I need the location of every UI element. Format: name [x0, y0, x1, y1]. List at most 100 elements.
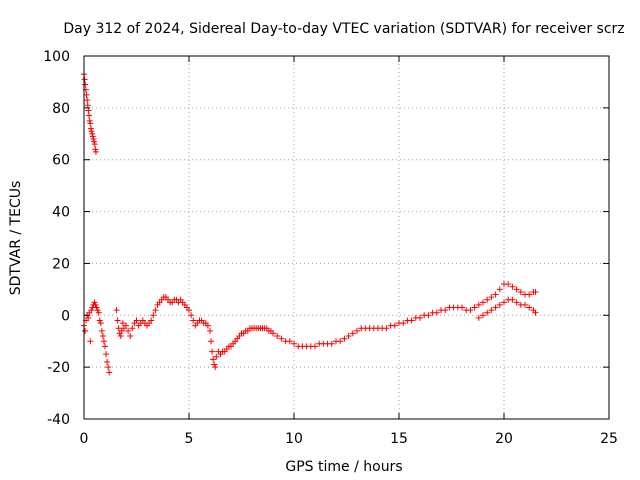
x-axis-label: GPS time / hours [285, 459, 402, 475]
data-point-marker [341, 335, 348, 342]
data-point-marker [212, 364, 219, 371]
data-point-marker [475, 301, 482, 308]
data-point-marker [85, 107, 92, 114]
data-point-marker [104, 358, 111, 365]
data-point-marker [471, 304, 478, 311]
data-point-marker [125, 327, 132, 334]
data-point-marker [190, 317, 197, 324]
data-point-marker [467, 307, 474, 314]
data-point-marker [291, 340, 297, 347]
data-point-marker [349, 330, 356, 337]
data-point-marker [496, 301, 503, 308]
x-tick-labels: 0 5 10 15 20 25 [80, 431, 618, 447]
data-point-marker [87, 120, 94, 127]
data-point-marker [509, 296, 516, 303]
data-point-marker [484, 309, 491, 316]
data-point-marker [103, 351, 110, 358]
data-point-marker [211, 361, 218, 368]
data-point-marker [286, 338, 293, 345]
data-point-marker [85, 314, 92, 321]
data-point-marker [119, 320, 126, 327]
data-point-marker [517, 288, 524, 295]
data-point-marker [391, 322, 398, 329]
data-point-marker [488, 307, 495, 314]
data-point-marker [337, 338, 344, 345]
data-point-marker [88, 307, 95, 314]
data-point-marker [92, 301, 99, 308]
data-point-marker [91, 299, 98, 306]
data-point-marker [475, 314, 482, 321]
data-point-marker [114, 317, 121, 324]
data-point-marker [99, 333, 106, 340]
data-point-marker [383, 325, 390, 332]
data-point-marker [117, 333, 124, 340]
data-point-marker [204, 322, 211, 329]
data-point-marker [442, 307, 449, 314]
data-point-marker [150, 312, 157, 319]
data-point-marker [213, 353, 220, 360]
data-point-marker [354, 327, 360, 334]
data-point-marker [328, 340, 335, 347]
data-point-marker [526, 291, 533, 298]
data-point-marker [484, 296, 491, 303]
x-tick-label: 20 [495, 431, 513, 447]
data-point-marker [83, 91, 90, 98]
y-tick-label: 20 [52, 256, 70, 272]
y-tick-labels: -40 -20 0 20 40 60 80 100 [43, 49, 70, 428]
data-point-marker [95, 309, 102, 316]
data-point-marker [433, 309, 440, 316]
data-point-marker [532, 309, 539, 316]
data-point-marker [513, 286, 520, 293]
data-point-marker [106, 369, 113, 376]
data-point-marker [274, 333, 281, 340]
data-point-marker [522, 301, 528, 308]
chart-title: Day 312 of 2024, Sidereal Day-to-day VTE… [63, 21, 624, 37]
y-tick-label: 100 [43, 49, 70, 65]
data-point-marker [278, 335, 285, 342]
data-point-marker [88, 128, 95, 135]
data-point-marker [345, 333, 352, 340]
data-point-marker [100, 338, 107, 345]
data-point-marker [90, 135, 97, 142]
data-point-marker [513, 299, 520, 306]
x-tick-label: 15 [390, 431, 408, 447]
data-point-marker [400, 320, 407, 327]
data-point-marker [209, 348, 216, 355]
data-point-marker [152, 307, 159, 314]
data-point-marker [312, 343, 318, 350]
data-point-marker [408, 317, 415, 324]
y-tick-label: 40 [52, 205, 70, 221]
data-point-marker [501, 299, 507, 306]
data-point-marker [86, 117, 93, 124]
data-point-marker [82, 327, 89, 334]
data-point-marker [82, 81, 89, 88]
data-point-marker [417, 314, 423, 321]
data-point-marker [133, 317, 140, 324]
data-point-marker [92, 148, 99, 155]
y-tick-label: -40 [47, 412, 70, 428]
data-point-marker [94, 307, 101, 314]
data-point-marker [98, 327, 105, 334]
data-point-marker [115, 325, 122, 332]
x-tick-label: 10 [285, 431, 303, 447]
data-point-marker [492, 304, 499, 311]
data-point-marker [97, 320, 104, 327]
data-point-marker [105, 364, 112, 371]
data-point-marker [127, 333, 134, 340]
data-point-marker [488, 294, 495, 301]
y-tick-label: 0 [61, 308, 70, 324]
x-tick-label: 5 [185, 431, 194, 447]
data-point-marker [526, 304, 533, 311]
data-point-marker [425, 312, 432, 319]
data-point-marker [89, 133, 96, 140]
data-point-marker [81, 76, 88, 83]
data-point-marker [532, 288, 539, 295]
data-point-marker [492, 291, 499, 298]
data-point-marker [89, 130, 96, 137]
data-point-marker [102, 343, 108, 350]
data-point-marker [87, 338, 94, 345]
data-point-marker [210, 356, 217, 363]
data-point-marker [113, 307, 120, 314]
